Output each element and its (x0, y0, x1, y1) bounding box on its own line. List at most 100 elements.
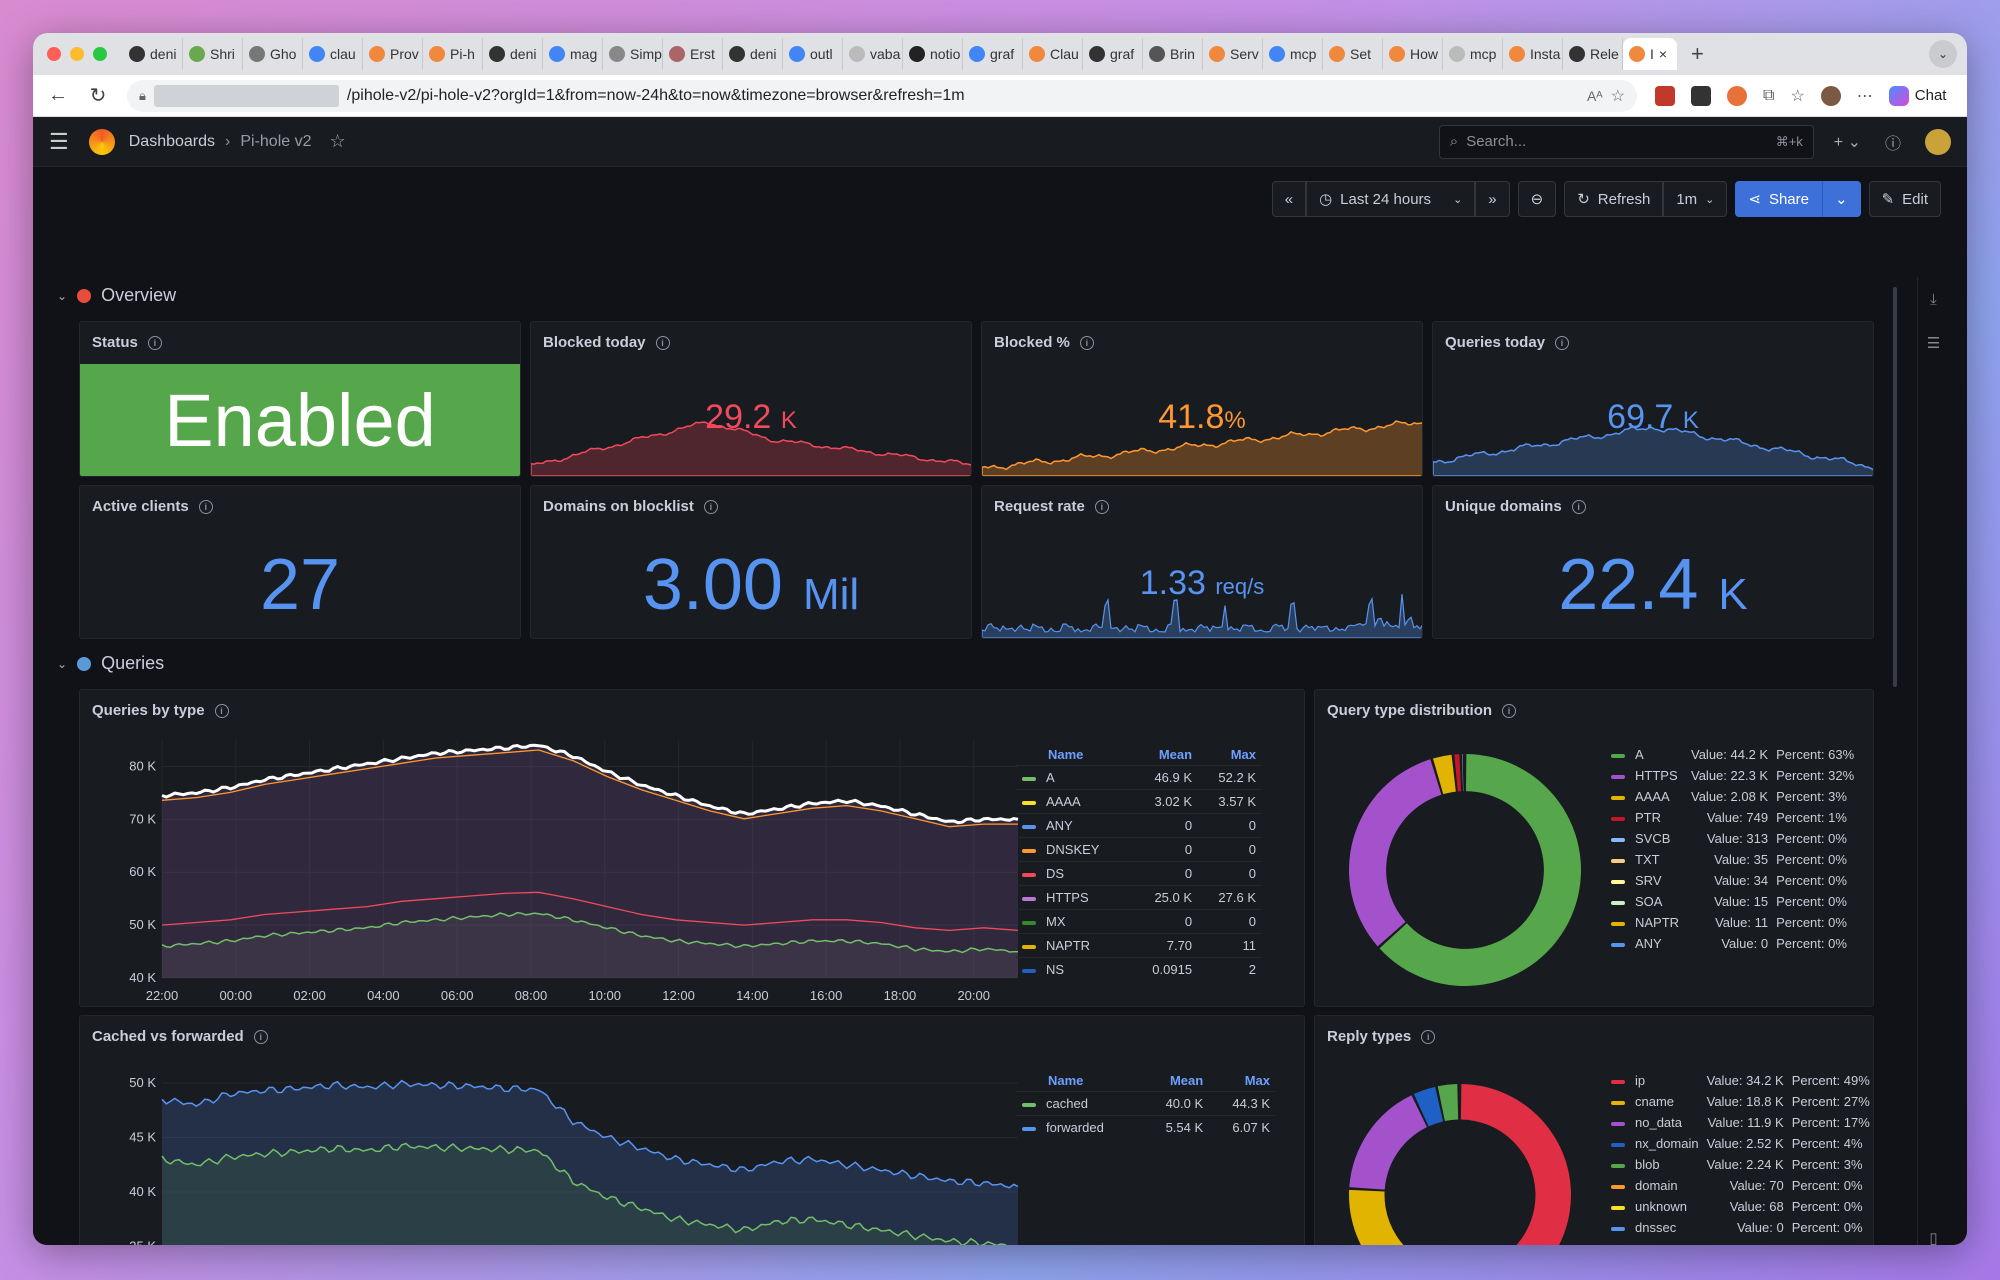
import-icon[interactable]: ⤓ (1930, 291, 1937, 308)
scrollbar[interactable] (1893, 287, 1897, 687)
tab-list-chevron-icon[interactable]: ⌄ (1929, 40, 1957, 68)
breadcrumb-dashboards[interactable]: Dashboards (128, 132, 216, 150)
legend-row[interactable]: NS 0.0915 2 (1016, 957, 1262, 981)
browser-tab[interactable]: Serv (1203, 38, 1263, 70)
panel-blocked-percent[interactable]: Blocked % i 41.8% (981, 321, 1423, 477)
info-icon[interactable]: i (703, 499, 718, 514)
panel-unique-domains[interactable]: Unique domains i 22.4 K (1432, 485, 1874, 639)
browser-tab[interactable]: Gho (243, 38, 303, 70)
legend-row[interactable]: ANY Value: 0 Percent: 0% (1607, 933, 1858, 954)
extension-icon[interactable] (1727, 85, 1747, 106)
browser-tab[interactable]: Insta (1503, 38, 1563, 70)
browser-tab[interactable]: Shri (183, 38, 243, 70)
edit-button[interactable]: ✎ Edit (1868, 181, 1941, 217)
reload-button[interactable]: ↻ (89, 85, 107, 107)
browser-tab[interactable]: deni (123, 38, 183, 70)
back-button[interactable]: ← (48, 84, 68, 106)
legend-header-mean[interactable]: Mean (1169, 1073, 1204, 1088)
legend-row[interactable]: NAPTR Value: 11 Percent: 0% (1607, 912, 1858, 933)
info-icon[interactable]: i (253, 1029, 268, 1044)
info-icon[interactable]: i (1079, 335, 1094, 350)
share-options-chevron-icon[interactable]: ⌄ (1821, 181, 1861, 217)
info-icon[interactable]: i (198, 499, 213, 514)
extension-icon[interactable] (1655, 85, 1675, 106)
legend-row[interactable]: A Value: 44.2 K Percent: 63% (1607, 744, 1858, 765)
legend-row[interactable]: dnssec Value: 0 Percent: 0% (1607, 1217, 1873, 1238)
browser-tab[interactable]: Clau (1023, 38, 1083, 70)
panel-queries-today[interactable]: Queries today i 69.7 K (1432, 321, 1874, 477)
legend-row[interactable]: SRV Value: 34 Percent: 0% (1607, 870, 1858, 891)
legend-row[interactable]: SOA Value: 15 Percent: 0% (1607, 891, 1858, 912)
legend-row[interactable]: forwarded 5.54 K 6.07 K (1016, 1115, 1276, 1139)
info-icon[interactable]: i (1555, 335, 1570, 350)
legend-row[interactable]: DNSKEY 0 0 (1016, 837, 1262, 862)
new-tab-button[interactable]: + (1691, 41, 1704, 66)
browser-tab[interactable]: deni (483, 38, 543, 70)
minimize-window-button[interactable] (70, 47, 84, 61)
pie-slice-blob[interactable] (1437, 1084, 1459, 1122)
panel-query-type-distribution[interactable]: Query type distribution i A Value: 44.2 K P… (1314, 689, 1874, 1007)
info-icon[interactable]: i (1502, 703, 1517, 718)
legend-row[interactable]: PTR Value: 749 Percent: 1% (1607, 807, 1858, 828)
info-icon[interactable]: i (214, 703, 229, 718)
avatar[interactable] (1925, 128, 1951, 155)
browser-tab[interactable]: Set (1323, 38, 1383, 70)
legend-header-max[interactable]: Max (1230, 747, 1256, 762)
legend-row[interactable]: blob Value: 2.24 K Percent: 3% (1607, 1154, 1873, 1175)
read-aloud-icon[interactable]: Aᴬ (1586, 87, 1603, 104)
legend-row[interactable]: ip Value: 34.2 K Percent: 49% (1607, 1070, 1873, 1091)
browser-tab[interactable]: Erst (663, 38, 723, 70)
legend-row[interactable]: domain Value: 70 Percent: 0% (1607, 1175, 1873, 1196)
browser-tab[interactable]: graf (963, 38, 1023, 70)
close-window-button[interactable] (47, 47, 61, 61)
panel-request-rate[interactable]: Request rate i 1.33 req/s (981, 485, 1423, 639)
legend-row[interactable]: HTTPS Value: 22.3 K Percent: 32% (1607, 765, 1858, 786)
url-field[interactable]: 🔒︎ /pihole-v2/pi-hole-v2?orgId=1&from=no… (127, 79, 1637, 112)
maximize-window-button[interactable] (93, 47, 107, 61)
row-overview[interactable]: ⌄ Overview (57, 285, 176, 306)
panel-queries-by-type[interactable]: Queries by type i 40 K 50 K 60 K 70 K 80 K 22:… (79, 689, 1305, 1007)
close-tab-icon[interactable]: × (1658, 46, 1668, 62)
browser-tab[interactable]: mcp (1443, 38, 1503, 70)
legend-row[interactable]: TXT Value: 35 Percent: 0% (1607, 849, 1858, 870)
legend-header-name[interactable]: Name (1048, 747, 1084, 762)
browser-tab[interactable]: outl (783, 38, 843, 70)
pie-slice-A[interactable] (1379, 754, 1581, 986)
search-input[interactable]: ⌕ Search... ⌘+k (1438, 124, 1814, 159)
legend-row[interactable]: DS 0 0 (1016, 861, 1262, 886)
outline-icon[interactable]: ☰ (1926, 335, 1941, 352)
browser-tab[interactable]: Brin (1143, 38, 1203, 70)
info-icon[interactable]: i (147, 335, 162, 350)
puzzle-icon[interactable]: ⧉ (1763, 86, 1775, 104)
info-icon[interactable]: i (1571, 499, 1586, 514)
pie-slice-no_data[interactable] (1349, 1095, 1427, 1190)
panel-status[interactable]: Status i Enabled (79, 321, 521, 477)
profile-avatar[interactable] (1820, 85, 1841, 106)
refresh-interval-picker[interactable]: 1m ⌄ (1663, 181, 1728, 217)
pie-slice-HTTPS[interactable] (1349, 759, 1442, 947)
share-button[interactable]: ⋖ Share (1735, 181, 1822, 217)
legend-row[interactable]: AAAA 3.02 K 3.57 K (1016, 789, 1262, 814)
browser-tab[interactable]: notio (903, 38, 963, 70)
browser-tab[interactable]: I × (1623, 38, 1677, 70)
legend-row[interactable]: NAPTR 7.70 11 (1016, 933, 1262, 958)
legend-row[interactable]: AAAA Value: 2.08 K Percent: 3% (1607, 786, 1858, 807)
browser-tab[interactable]: Rele (1563, 38, 1623, 70)
pie-slice-PTR[interactable] (1454, 754, 1462, 792)
legend-row[interactable]: cached 40.0 K 44.3 K (1016, 1091, 1276, 1116)
legend-row[interactable]: A 46.9 K 52.2 K (1016, 765, 1262, 790)
add-icon[interactable]: + ⌄ (1833, 133, 1861, 151)
refresh-button[interactable]: ↻ Refresh (1564, 181, 1664, 217)
dock-panel-icon[interactable]: ▯ (1929, 1230, 1938, 1245)
legend-row[interactable]: no_data Value: 11.9 K Percent: 17% (1607, 1112, 1873, 1133)
browser-tab[interactable]: Pi-h (423, 38, 483, 70)
chat-button[interactable]: Chat (1888, 85, 1946, 106)
grafana-logo-icon[interactable] (88, 128, 115, 155)
favorites-icon[interactable]: ☆ (1790, 87, 1805, 105)
help-icon[interactable]: ⓘ (1884, 135, 1901, 153)
panel-cached-vs-forwarded[interactable]: Cached vs forwarded i 35 K 40 K 45 K 50 K Na… (79, 1015, 1305, 1245)
time-range-picker[interactable]: ◷ Last 24 hours ⌄ (1306, 181, 1476, 217)
more-icon[interactable]: ⋯ (1856, 87, 1873, 105)
legend-row[interactable]: unknown Value: 68 Percent: 0% (1607, 1196, 1873, 1217)
browser-tab[interactable]: mag (543, 38, 603, 70)
